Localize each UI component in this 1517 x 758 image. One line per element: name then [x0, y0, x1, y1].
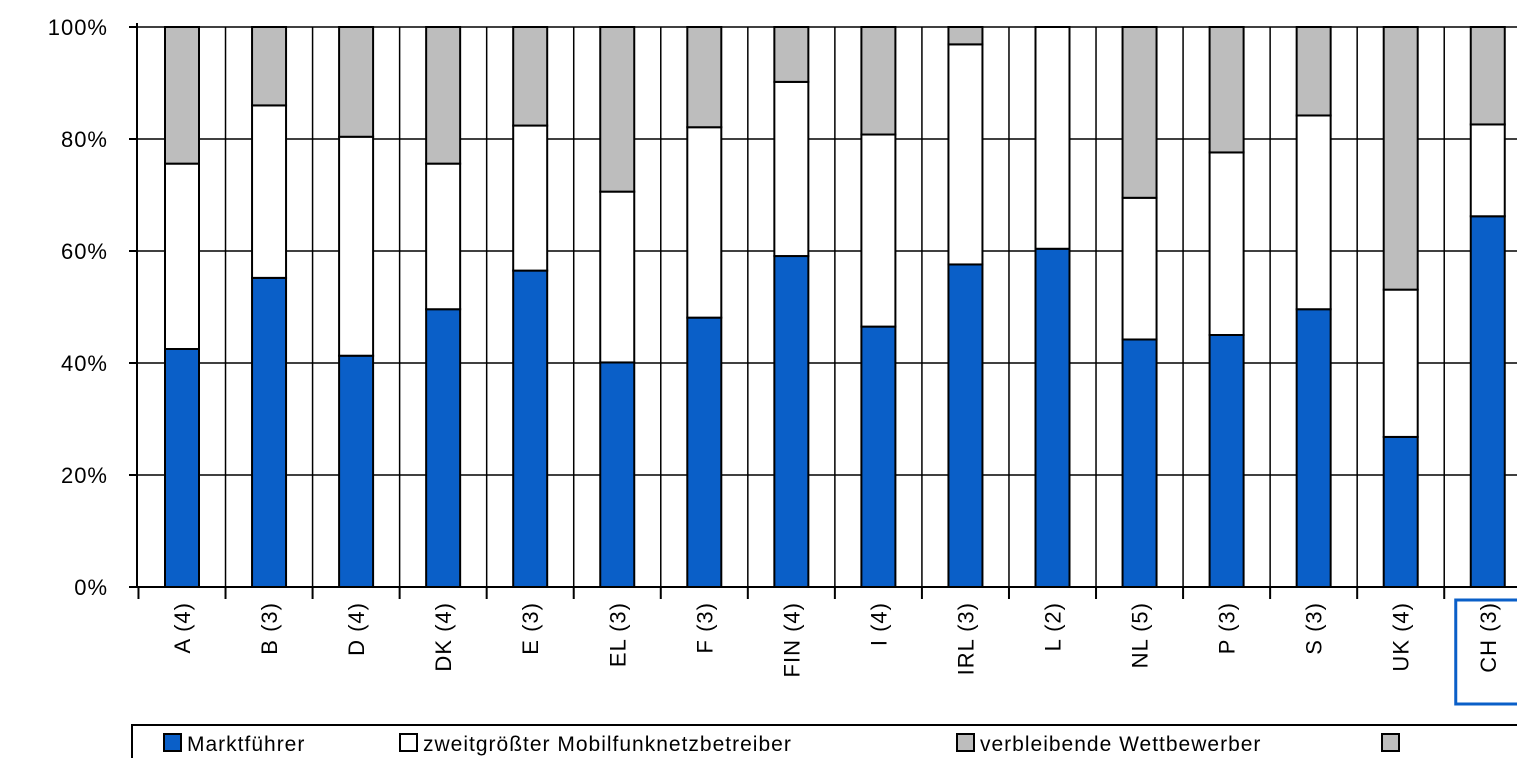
legend-label: zweitgrößter Mobilfunknetzbetreiber: [423, 733, 792, 756]
y-tick-labels: 0% 20% 40% 60% 80% 100%: [48, 15, 108, 600]
bar-segment: [1469, 26, 1506, 126]
x-tick-label: FIN (4): [779, 602, 804, 677]
x-tick-label: EL (3): [605, 602, 630, 667]
bar-segment: [860, 26, 897, 136]
bar-segment: [338, 354, 375, 588]
bars: [164, 26, 1506, 589]
bar-segment: [773, 26, 810, 83]
bar-segment: [338, 135, 375, 357]
bar-segment: [251, 104, 288, 279]
bar-segment: [512, 26, 549, 127]
bar-segment: [1295, 114, 1332, 311]
bar-segment: [599, 190, 636, 364]
legend-box: [131, 724, 1517, 758]
bar-segment: [947, 43, 984, 266]
x-tick-label: S (3): [1302, 602, 1327, 655]
highlight-box: [1454, 598, 1517, 706]
bar-segment: [1034, 247, 1071, 588]
y-tick-label: 60%: [61, 239, 108, 264]
x-tick-label: E (3): [518, 602, 543, 655]
bar-segment: [1469, 215, 1506, 588]
bar-segment: [1382, 288, 1419, 438]
x-tick-label: DK (4): [431, 602, 456, 672]
bar-segment: [686, 26, 723, 129]
bar-segment: [164, 162, 200, 350]
x-tick-label: A (4): [170, 602, 195, 653]
x-tick-labels: A (4) B (3) D (4) DK (4) E (3) EL (3) F (3) FIN…: [170, 598, 1517, 706]
axes: [129, 23, 1517, 599]
bar-segment: [1469, 123, 1506, 218]
legend-label: verbleibende Wettbewerber: [980, 733, 1261, 756]
y-tick-label: 40%: [61, 351, 108, 376]
x-tick-label: UK (4): [1389, 602, 1414, 672]
bar-segment: [425, 162, 462, 311]
bar-segment: [1295, 308, 1332, 588]
legend-label: Marktführer: [187, 733, 305, 756]
bar-segment: [773, 255, 810, 588]
legend-swatch: [956, 733, 975, 752]
bar-segment: [425, 308, 462, 588]
bar-segment: [1295, 26, 1332, 117]
bar-segment: [1121, 26, 1158, 199]
bar-segment: [512, 124, 549, 272]
x-tick-label: CH (3): [1476, 602, 1501, 673]
x-tick-label: P (3): [1215, 602, 1240, 654]
legend-swatch: [163, 733, 182, 752]
bar-segment: [425, 26, 462, 165]
bar-segment: [599, 26, 636, 193]
bar-segment: [773, 80, 810, 258]
bar-segment: [860, 133, 897, 328]
y-tick-label: 100%: [48, 15, 108, 40]
x-tick-label: NL (5): [1128, 602, 1153, 668]
bar-segment: [1121, 338, 1158, 589]
x-tick-label: B (3): [257, 602, 282, 655]
bar-segment: [1382, 26, 1419, 291]
bar-segment: [686, 126, 723, 319]
legend: Marktführer zweitgrößter Mobilfunknetzbet…: [131, 724, 1517, 758]
bar-segment: [338, 26, 375, 138]
x-tick-label: D (4): [344, 602, 369, 656]
bar-segment: [1208, 151, 1245, 336]
bar-segment: [1382, 435, 1419, 589]
bar-segment: [599, 361, 636, 588]
y-tick-label: 80%: [61, 127, 108, 152]
bar-segment: [164, 26, 200, 165]
bar-segment: [251, 276, 288, 588]
x-tick-label: F (3): [692, 602, 717, 653]
bar-segment: [947, 263, 984, 588]
bar-segment: [860, 325, 897, 588]
bar-segment: [164, 348, 200, 588]
y-tick-label: 20%: [61, 463, 108, 488]
x-tick-label: IRL (3): [953, 602, 978, 675]
x-tick-label: I (4): [866, 602, 891, 646]
bar-segment: [686, 316, 723, 588]
bar-segment: [1034, 26, 1071, 250]
y-tick-label: 0%: [74, 575, 108, 600]
bar-segment: [251, 26, 288, 107]
bar-segment: [1121, 196, 1158, 341]
bar-segment: [512, 269, 549, 588]
legend-swatch: [399, 733, 418, 752]
legend-swatch: [1381, 733, 1400, 752]
x-tick-label: L (2): [1041, 602, 1066, 651]
bar-segment: [1208, 334, 1245, 588]
bar-segment: [1208, 26, 1245, 154]
bar-segment: [947, 26, 984, 46]
